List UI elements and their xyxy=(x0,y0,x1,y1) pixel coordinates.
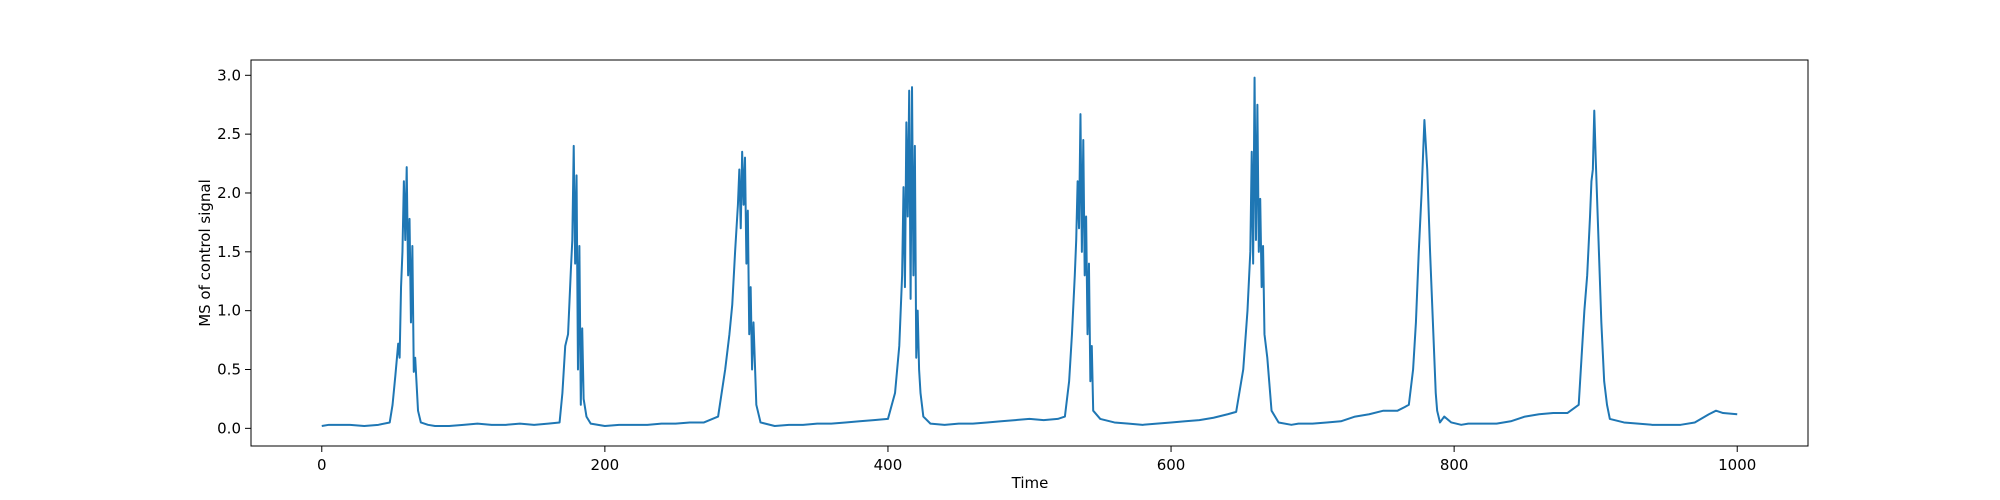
y-axis-label: MS of control signal xyxy=(196,179,214,327)
data-line xyxy=(321,76,1738,427)
x-tick-label: 600 xyxy=(1157,456,1186,474)
x-tick-label: 800 xyxy=(1440,456,1469,474)
y-tick-label: 3.0 xyxy=(217,66,241,84)
y-tick-label: 0.5 xyxy=(217,361,241,379)
y-tick-label: 1.0 xyxy=(217,302,241,320)
x-tick-label: 0 xyxy=(317,456,327,474)
y-tick-label: 2.5 xyxy=(217,125,241,143)
y-tick-label: 2.0 xyxy=(217,184,241,202)
y-tick-label: 1.5 xyxy=(217,243,241,261)
axes-frame xyxy=(250,59,1809,447)
x-tick-label: 1000 xyxy=(1718,456,1756,474)
y-tick-label: 0.0 xyxy=(217,419,241,437)
x-tick-label: 200 xyxy=(591,456,620,474)
x-tick-label: 400 xyxy=(874,456,903,474)
x-axis-label: Time xyxy=(1011,474,1049,492)
